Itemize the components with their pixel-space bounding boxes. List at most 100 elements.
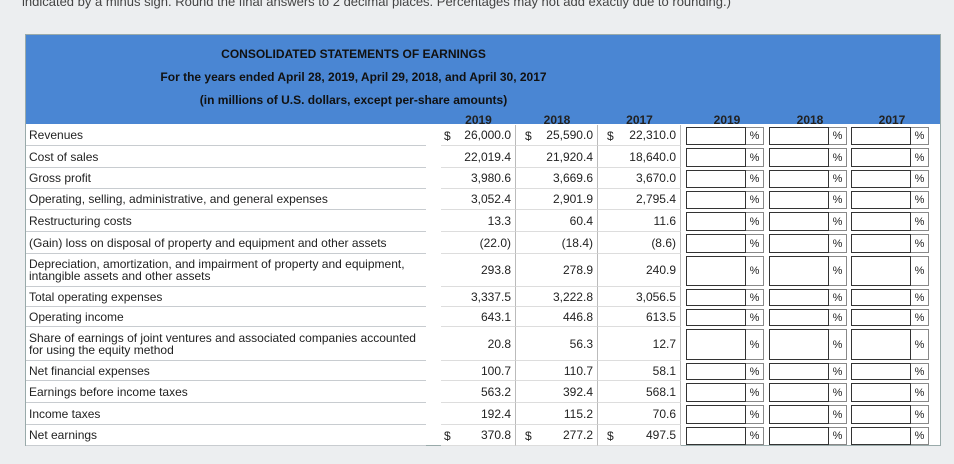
year-header: 2017 bbox=[626, 113, 653, 127]
percent-input[interactable] bbox=[686, 191, 746, 209]
percent-input[interactable] bbox=[769, 363, 829, 380]
row-label: Net financial expenses bbox=[26, 361, 426, 381]
percent-input[interactable] bbox=[686, 383, 746, 402]
percent-symbol: % bbox=[829, 212, 847, 231]
percent-input[interactable] bbox=[686, 127, 746, 145]
percent-input[interactable] bbox=[686, 289, 746, 306]
percent-input[interactable] bbox=[851, 289, 911, 306]
percent-input[interactable] bbox=[686, 170, 746, 188]
percent-input[interactable] bbox=[851, 329, 911, 360]
percent-symbol: % bbox=[911, 256, 929, 286]
percent-input[interactable] bbox=[769, 289, 829, 306]
amount: 21,920.4 bbox=[516, 146, 598, 168]
percent-input[interactable] bbox=[851, 427, 911, 445]
percent-input[interactable] bbox=[686, 234, 746, 253]
percent-symbol: % bbox=[746, 191, 764, 209]
percent-symbol: % bbox=[829, 234, 847, 253]
percent-year-header: 2017 bbox=[878, 113, 906, 127]
amount: (22.0) bbox=[441, 232, 516, 254]
row-label: Net earnings bbox=[26, 425, 426, 446]
percent-input[interactable] bbox=[769, 234, 829, 253]
percent-input[interactable] bbox=[851, 309, 911, 326]
percent-input[interactable] bbox=[686, 212, 746, 231]
percent-symbol: % bbox=[829, 329, 847, 360]
percent-symbol: % bbox=[746, 309, 764, 326]
amount: 22,310.0 bbox=[598, 125, 681, 146]
amount: 3,980.6 bbox=[441, 168, 516, 189]
row-label: Operating, selling, administrative, and … bbox=[26, 189, 426, 210]
percent-symbol: % bbox=[829, 427, 847, 445]
percent-symbol: % bbox=[911, 212, 929, 231]
amount: 58.1 bbox=[598, 361, 681, 381]
percent-input[interactable] bbox=[686, 309, 746, 326]
percent-input[interactable] bbox=[769, 170, 829, 188]
currency-symbol: $ bbox=[525, 128, 532, 143]
percent-input[interactable] bbox=[769, 127, 829, 145]
amount: 240.9 bbox=[598, 254, 681, 287]
amount: 497.5 bbox=[598, 425, 681, 446]
percent-input[interactable] bbox=[851, 127, 911, 145]
percent-symbol: % bbox=[746, 363, 764, 380]
row-label: (Gain) loss on disposal of property and … bbox=[26, 232, 426, 254]
percent-input[interactable] bbox=[851, 383, 911, 402]
percent-symbol: % bbox=[829, 256, 847, 286]
amount: 3,670.0 bbox=[598, 168, 681, 189]
percent-input[interactable] bbox=[769, 329, 829, 360]
percent-input[interactable] bbox=[851, 170, 911, 188]
amount: 2,901.9 bbox=[516, 189, 598, 210]
percent-input[interactable] bbox=[851, 234, 911, 253]
row-label: Revenues bbox=[26, 125, 426, 146]
row-label: Gross profit bbox=[26, 168, 426, 189]
currency-symbol: $ bbox=[525, 428, 532, 443]
percent-input[interactable] bbox=[769, 191, 829, 209]
percent-input[interactable] bbox=[769, 256, 829, 286]
percent-input[interactable] bbox=[686, 256, 746, 286]
percent-symbol: % bbox=[746, 289, 764, 306]
amount: 3,669.6 bbox=[516, 168, 598, 189]
percent-symbol: % bbox=[911, 170, 929, 188]
amount: 392.4 bbox=[516, 381, 598, 403]
amount: 11.6 bbox=[598, 210, 681, 232]
percent-input[interactable] bbox=[769, 309, 829, 326]
percent-input[interactable] bbox=[769, 148, 829, 167]
amount: 568.1 bbox=[598, 381, 681, 403]
percent-symbol: % bbox=[829, 127, 847, 145]
row-label: Operating income bbox=[26, 307, 426, 327]
percent-symbol: % bbox=[746, 405, 764, 424]
percent-input[interactable] bbox=[851, 405, 911, 424]
percent-symbol: % bbox=[911, 427, 929, 445]
percent-input[interactable] bbox=[769, 427, 829, 445]
percent-input[interactable] bbox=[851, 148, 911, 167]
percent-year-header: 2018 bbox=[796, 113, 824, 127]
percent-input[interactable] bbox=[769, 405, 829, 424]
row-label: Income taxes bbox=[26, 403, 426, 425]
percent-input[interactable] bbox=[686, 427, 746, 445]
amount: 110.7 bbox=[516, 361, 598, 381]
percent-symbol: % bbox=[746, 427, 764, 445]
percent-symbol: % bbox=[911, 329, 929, 360]
percent-symbol: % bbox=[829, 289, 847, 306]
percent-input[interactable] bbox=[851, 191, 911, 209]
row-label: Total operating expenses bbox=[26, 287, 426, 307]
amount: 370.8 bbox=[441, 425, 516, 446]
percent-input[interactable] bbox=[686, 148, 746, 167]
amount: 563.2 bbox=[441, 381, 516, 403]
amount: 293.8 bbox=[441, 254, 516, 287]
percent-input[interactable] bbox=[686, 405, 746, 424]
percent-input[interactable] bbox=[686, 363, 746, 380]
amount: 20.8 bbox=[441, 327, 516, 361]
percent-symbol: % bbox=[911, 289, 929, 306]
percent-input[interactable] bbox=[769, 383, 829, 402]
percent-symbol: % bbox=[911, 127, 929, 145]
percent-symbol: % bbox=[911, 309, 929, 326]
amount: 3,222.8 bbox=[516, 287, 598, 307]
percent-input[interactable] bbox=[851, 363, 911, 380]
percent-input[interactable] bbox=[851, 212, 911, 231]
row-label: Depreciation, amortization, and impairme… bbox=[26, 254, 426, 287]
percent-input[interactable] bbox=[851, 256, 911, 286]
percent-input[interactable] bbox=[686, 329, 746, 360]
amount: 3,337.5 bbox=[441, 287, 516, 307]
percent-input[interactable] bbox=[769, 212, 829, 231]
amount: 277.2 bbox=[516, 425, 598, 446]
